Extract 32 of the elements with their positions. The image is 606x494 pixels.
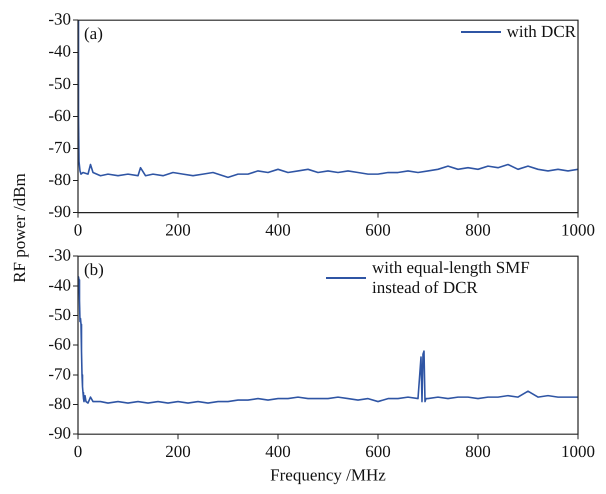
legend-label: with equal-length SMF instead of DCR: [372, 258, 531, 298]
y-tick-label: -80: [48, 394, 71, 413]
y-tick-label: -50: [48, 305, 71, 324]
x-tick-label: 1000: [561, 442, 595, 461]
annotation: (a): [84, 24, 103, 44]
y-tick-label: -30: [48, 10, 71, 29]
x-tick-label: 0: [74, 220, 82, 240]
y-tick-label: -90: [48, 202, 71, 222]
y-tick-label: -40: [48, 42, 71, 61]
y-tick-label: -40: [48, 275, 71, 294]
x-axis-title: Frequency /MHz: [270, 465, 386, 484]
x-tick-label: 200: [165, 220, 191, 240]
x-tick-label: 600: [365, 220, 391, 240]
y-tick-label: -80: [48, 170, 71, 189]
x-tick-label: 1000: [561, 220, 595, 240]
y-tick-label: -90: [48, 424, 71, 443]
x-tick-label: 800: [465, 442, 491, 461]
x-tick-label: 400: [265, 220, 291, 240]
y-tick-label: -60: [48, 334, 71, 354]
y-tick-label: -30: [48, 246, 71, 265]
y-axis-title: RF power /dBm: [10, 173, 30, 283]
y-tick-label: -70: [48, 138, 71, 157]
x-tick-label: 0: [74, 442, 82, 461]
x-tick-label: 600: [365, 442, 391, 461]
y-tick-label: -60: [48, 106, 71, 125]
x-tick-label: 800: [465, 220, 491, 240]
y-tick-label: -70: [48, 364, 71, 384]
x-tick-label: 200: [165, 442, 191, 461]
annotation: (b): [84, 260, 104, 280]
legend-label: with DCR: [506, 22, 576, 42]
y-tick-label: -50: [48, 74, 71, 93]
x-tick-label: 400: [265, 442, 291, 461]
